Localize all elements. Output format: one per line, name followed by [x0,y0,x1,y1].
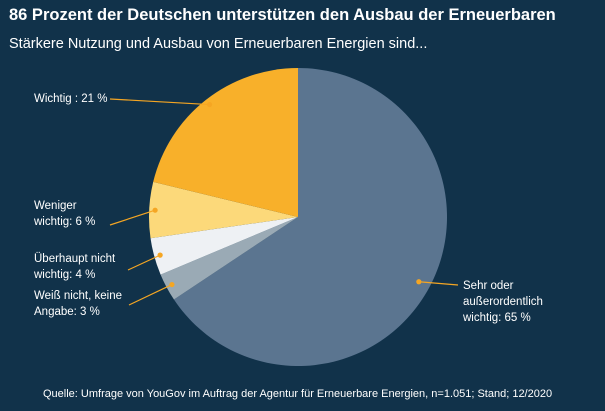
pie-slice-ueberhaupt-nicht [150,217,298,275]
leader-line-ueberhaupt-nicht [127,254,161,271]
leader-line-weiss-nicht [128,284,173,306]
slice-label-sehr-wichtig: Sehr oder außerordentlich wichtig: 65 % [462,280,543,324]
leader-dot-sehr-wichtig [416,279,422,285]
pie-slice-sehr-wichtig [173,68,448,366]
chart-title: 86 Prozent der Deutschen unterstützen de… [9,6,556,24]
slice-label-wichtig: Wichtig : 21 % [34,93,108,105]
leader-dot-weiss-nicht [169,281,175,288]
leader-dot-ueberhaupt-nicht [157,252,163,258]
chart-subtitle: Stärkere Nutzung und Ausbau von Erneuerb… [9,36,428,52]
slice-label-ueberhaupt-nicht: Überhaupt nicht wichtig: 4 % [33,253,116,281]
slice-label-weniger-wichtig: Weniger wichtig: 6 % [33,200,95,228]
leader-line-wichtig [109,98,210,106]
leader-line-sehr-wichtig [418,281,459,286]
pie-slice-weiss-nicht [160,217,298,300]
pie-slices [149,68,448,366]
slice-labels: Sehr oder außerordentlich wichtig: 65 % Wei… [33,93,543,324]
pie-slice-wichtig [153,68,298,217]
label-leaders [109,98,459,306]
leader-dot-weniger-wichtig [152,207,158,213]
leader-line-weniger-wichtig [109,209,156,226]
source-note: Quelle: Umfrage von YouGov im Auftrag de… [43,388,553,400]
leader-dot-wichtig [206,101,213,108]
slice-label-weiss-nicht: Weiß nicht, keine Angabe: 3 % [34,290,122,318]
pie-slice-weniger-wichtig [149,181,298,239]
